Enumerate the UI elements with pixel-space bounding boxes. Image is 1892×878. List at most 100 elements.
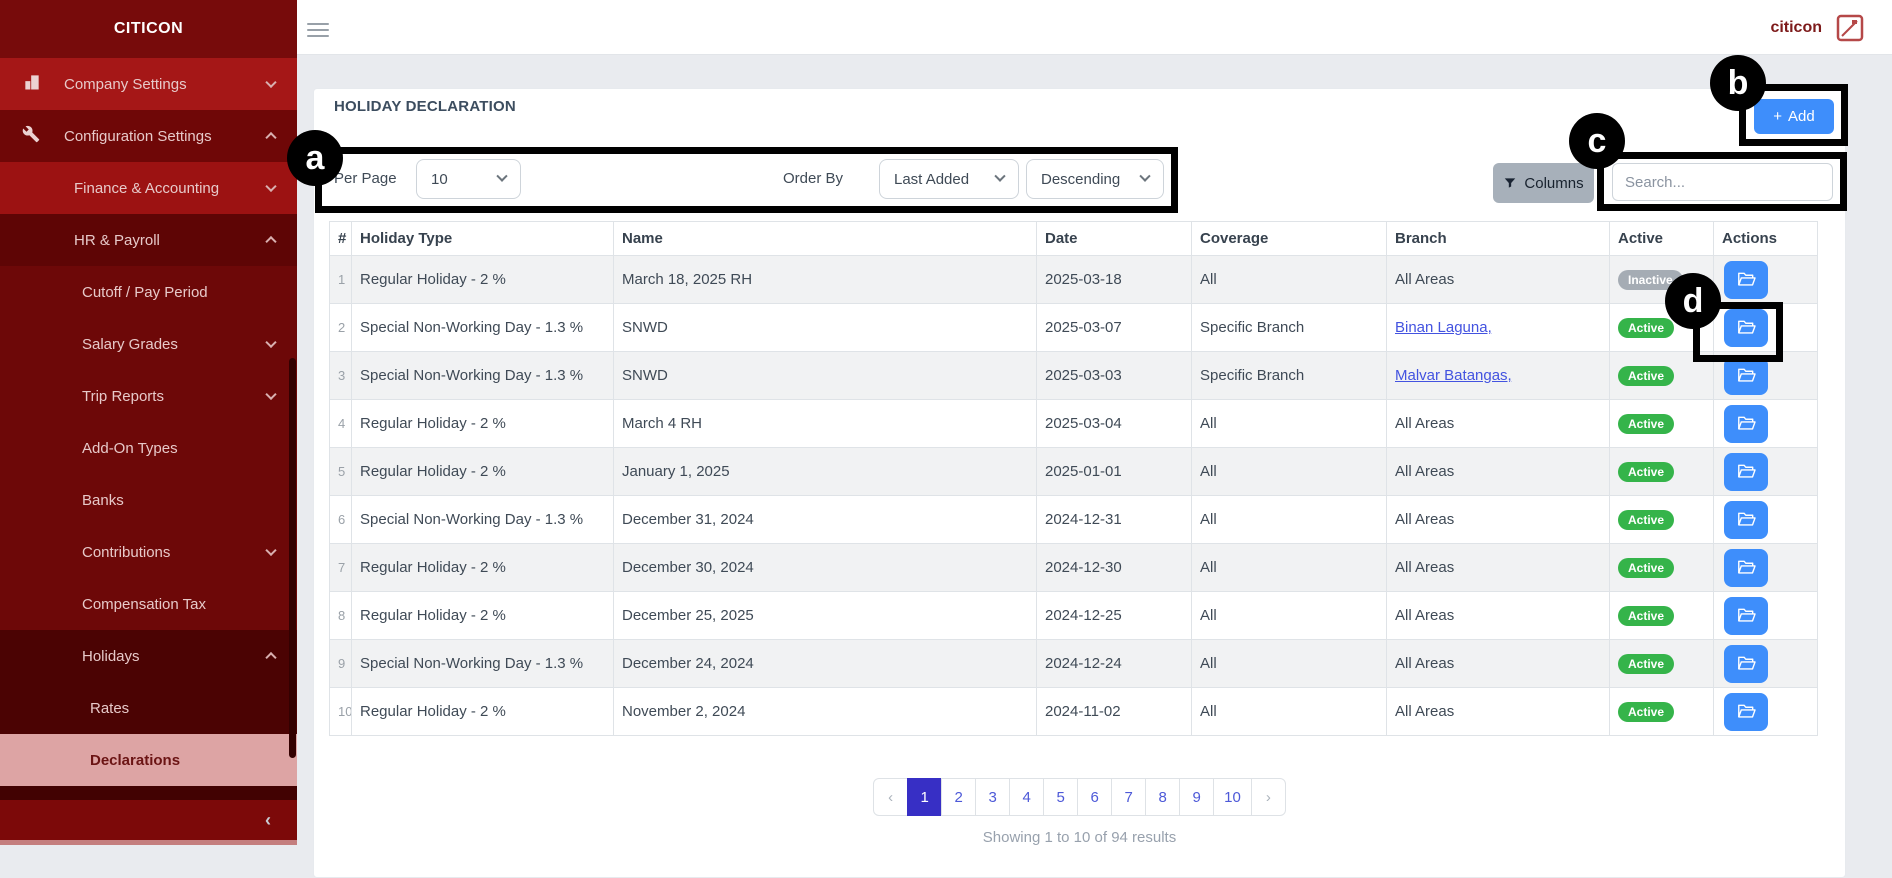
sidebar-item-contributions[interactable]: Contributions — [0, 526, 297, 578]
sidebar-item-cutoff-pay-period[interactable]: Cutoff / Pay Period — [0, 266, 297, 318]
sidebar-item-label: Rates — [90, 699, 130, 717]
sort-direction-select[interactable]: Descending — [1026, 159, 1164, 199]
hamburger-menu-icon[interactable] — [307, 19, 329, 41]
pagination-page-5[interactable]: 5 — [1043, 778, 1079, 816]
status-badge: Active — [1618, 509, 1675, 530]
name-cell: SNWD — [613, 351, 1037, 400]
coverage-cell: All — [1191, 495, 1387, 544]
coverage-cell: All — [1191, 687, 1387, 736]
open-record-button[interactable] — [1724, 260, 1768, 299]
status-badge: Active — [1618, 461, 1675, 482]
name-cell: March 18, 2025 RH — [613, 255, 1037, 304]
pagination-next-button[interactable]: › — [1250, 778, 1286, 816]
per-page-select[interactable]: 10 — [416, 159, 521, 199]
sidebar-item-label: Add-On Types — [82, 439, 178, 457]
open-record-button[interactable] — [1724, 644, 1768, 683]
branch-cell: All Areas — [1386, 639, 1610, 688]
sidebar-item-add-on-types[interactable]: Add-On Types — [0, 422, 297, 474]
chevron-down-icon — [265, 336, 277, 349]
branch-link[interactable]: Malvar Batangas, — [1395, 367, 1512, 384]
date-cell: 2025-03-03 — [1036, 351, 1192, 400]
order-by-select[interactable]: Last Added — [879, 159, 1019, 199]
column-header-branch: Branch — [1386, 221, 1610, 256]
user-avatar-icon[interactable] — [1836, 14, 1864, 42]
name-cell: December 31, 2024 — [613, 495, 1037, 544]
chevron-down-icon — [1139, 170, 1151, 182]
pagination-page-4[interactable]: 4 — [1009, 778, 1045, 816]
sidebar-bottom-strip — [0, 840, 297, 845]
table-row: 7 Regular Holiday - 2 % December 30, 2024 2… — [329, 543, 1818, 592]
sidebar-item-holidays[interactable]: Holidays — [0, 630, 297, 682]
open-folder-icon — [1737, 559, 1756, 576]
holiday-type-cell: Regular Holiday - 2 % — [351, 399, 614, 448]
pagination-page-10[interactable]: 10 — [1213, 778, 1252, 816]
sidebar-item-company-settings[interactable]: Company Settings — [0, 58, 297, 110]
topbar: citicon — [297, 0, 1892, 55]
columns-button[interactable]: Columns — [1493, 163, 1594, 203]
branch-link[interactable]: Binan Laguna, — [1395, 319, 1492, 336]
sidebar-item-compensation-tax[interactable]: Compensation Tax — [0, 578, 297, 630]
sidebar-item-salary-grades[interactable]: Salary Grades — [0, 318, 297, 370]
status-badge: Active — [1618, 557, 1675, 578]
open-record-button[interactable] — [1724, 356, 1768, 395]
open-folder-icon — [1737, 367, 1756, 384]
holiday-table: # Holiday Type Name Date Coverage Branch Activ… — [329, 221, 1818, 736]
pagination-page-3[interactable]: 3 — [975, 778, 1011, 816]
sidebar-item-rates[interactable]: Rates — [0, 682, 297, 734]
sidebar-item-configuration-settings[interactable]: Configuration Settings — [0, 110, 297, 162]
pagination-prev-button[interactable]: ‹ — [873, 778, 909, 816]
sidebar-item-banks[interactable]: Banks — [0, 474, 297, 526]
pagination: ‹ 1 2 3 4 5 6 7 8 9 10 › — [314, 778, 1845, 816]
pagination-page-8[interactable]: 8 — [1145, 778, 1181, 816]
open-record-button[interactable] — [1724, 308, 1768, 347]
active-cell: Active — [1609, 447, 1714, 496]
add-button[interactable]: + Add — [1754, 99, 1834, 134]
status-badge: Active — [1618, 413, 1675, 434]
open-record-button[interactable] — [1724, 452, 1768, 491]
active-cell: Inactive — [1609, 255, 1714, 304]
actions-cell — [1713, 687, 1818, 736]
chevron-up-icon — [265, 131, 277, 144]
status-badge: Active — [1618, 605, 1675, 626]
sidebar-item-label: Trip Reports — [82, 387, 164, 405]
table-row: 3 Special Non-Working Day - 1.3 % SNWD 2025… — [329, 351, 1818, 400]
search-input[interactable] — [1612, 163, 1833, 201]
coverage-cell: Specific Branch — [1191, 303, 1387, 352]
open-record-button[interactable] — [1724, 596, 1768, 635]
chevron-up-icon — [265, 651, 277, 664]
sidebar-item-label: HR & Payroll — [74, 231, 160, 249]
sidebar-scrollbar[interactable] — [289, 358, 296, 758]
name-cell: December 25, 2025 — [613, 591, 1037, 640]
holiday-declaration-card: HOLIDAY DECLARATION + Add Per Page 10 Or… — [313, 88, 1846, 878]
sidebar-item-label: Compensation Tax — [82, 595, 206, 613]
table-row: 1 Regular Holiday - 2 % March 18, 2025 RH 2… — [329, 255, 1818, 304]
sidebar-item-trip-reports[interactable]: Trip Reports — [0, 370, 297, 422]
coverage-cell: All — [1191, 591, 1387, 640]
sidebar-collapse-bar[interactable]: ‹ — [0, 800, 297, 840]
pagination-page-2[interactable]: 2 — [941, 778, 977, 816]
open-record-button[interactable] — [1724, 500, 1768, 539]
sidebar-item-label: Salary Grades — [82, 335, 178, 353]
main-content: HOLIDAY DECLARATION + Add Per Page 10 Or… — [297, 55, 1892, 878]
row-number-cell: 8 — [329, 591, 352, 640]
row-number-cell: 10 — [329, 687, 352, 736]
pagination-page-9[interactable]: 9 — [1179, 778, 1215, 816]
branch-cell: All Areas — [1386, 495, 1610, 544]
date-cell: 2025-03-18 — [1036, 255, 1192, 304]
sidebar-item-label: Configuration Settings — [64, 127, 212, 145]
sidebar-item-hr-payroll[interactable]: HR & Payroll — [0, 214, 297, 266]
sidebar-item-finance-accounting[interactable]: Finance & Accounting — [0, 162, 297, 214]
pagination-page-7[interactable]: 7 — [1111, 778, 1147, 816]
pagination-page-6[interactable]: 6 — [1077, 778, 1113, 816]
sidebar-item-label: Banks — [82, 491, 124, 509]
open-record-button[interactable] — [1724, 692, 1768, 731]
branch-cell: All Areas — [1386, 687, 1610, 736]
branch-cell: Malvar Batangas, — [1386, 351, 1610, 400]
open-record-button[interactable] — [1724, 548, 1768, 587]
sidebar-item-label: Finance & Accounting — [74, 179, 220, 197]
open-record-button[interactable] — [1724, 404, 1768, 443]
date-cell: 2024-11-02 — [1036, 687, 1192, 736]
pagination-page-1[interactable]: 1 — [907, 778, 943, 816]
sidebar-item-declarations[interactable]: Declarations — [0, 734, 297, 786]
status-badge: Active — [1618, 317, 1675, 338]
